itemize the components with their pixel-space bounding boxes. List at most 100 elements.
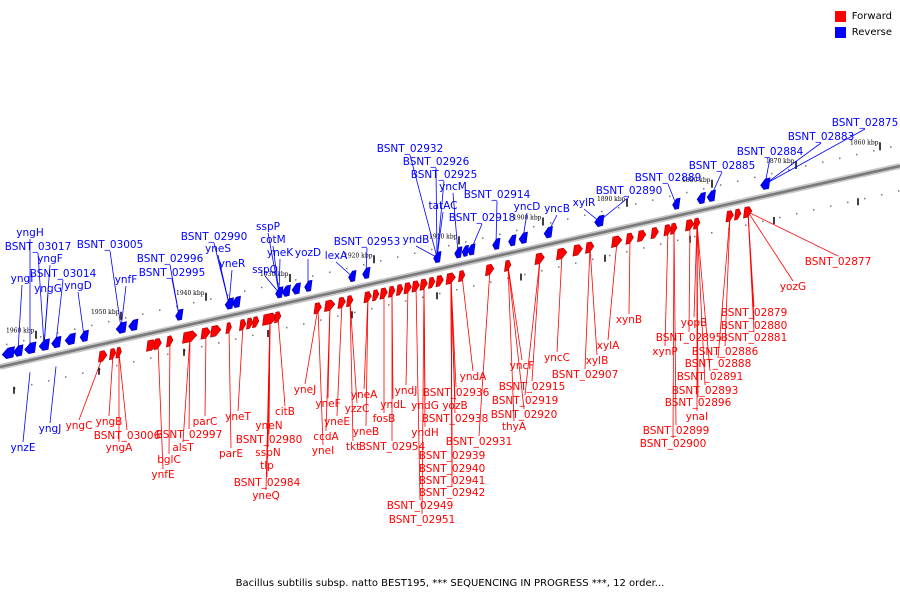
- gene-label[interactable]: yngH: [16, 227, 43, 239]
- reverse-gene[interactable]: [467, 243, 476, 256]
- gene-label[interactable]: yncC: [544, 352, 570, 364]
- gene-label[interactable]: BSNT_03006: [94, 430, 161, 442]
- forward-gene[interactable]: [585, 241, 595, 254]
- gene-label[interactable]: BSNT_02997: [156, 429, 223, 441]
- forward-gene[interactable]: [225, 322, 232, 335]
- legend-reverse[interactable]: Reverse: [834, 24, 892, 40]
- reverse-gene[interactable]: [696, 191, 706, 205]
- gene-label[interactable]: BSNT_02900: [640, 438, 707, 450]
- gene-label[interactable]: BSNT_02918: [449, 212, 516, 224]
- gene-label[interactable]: BSNT_02925: [411, 169, 478, 181]
- gene-label[interactable]: yneT: [225, 411, 251, 423]
- reverse-gene[interactable]: [492, 237, 501, 250]
- reverse-gene[interactable]: [706, 189, 716, 202]
- gene-label[interactable]: bglC: [157, 454, 181, 466]
- forward-gene[interactable]: [556, 247, 568, 261]
- gene-label[interactable]: fosB: [373, 413, 396, 425]
- gene-label[interactable]: yngB: [96, 416, 123, 428]
- forward-gene[interactable]: [611, 235, 623, 248]
- gene-label[interactable]: BSNT_02885: [689, 160, 756, 172]
- gene-label[interactable]: BSNT_02953: [334, 236, 401, 248]
- forward-gene[interactable]: [650, 227, 659, 240]
- reverse-gene[interactable]: [175, 308, 184, 321]
- gene-label[interactable]: yneK: [267, 247, 294, 259]
- gene-label[interactable]: BSNT_02881: [721, 332, 788, 344]
- gene-label[interactable]: sspN: [255, 447, 280, 459]
- gene-label[interactable]: BSNT_02939: [419, 450, 486, 462]
- reverse-gene[interactable]: [231, 295, 241, 309]
- reverse-gene[interactable]: [508, 234, 517, 247]
- gene-label[interactable]: yozD: [295, 247, 321, 259]
- gene-label[interactable]: BSNT_02879: [721, 307, 788, 319]
- forward-gene[interactable]: [379, 287, 388, 300]
- gene-label[interactable]: sspP: [256, 221, 280, 233]
- reverse-gene[interactable]: [13, 344, 24, 358]
- forward-gene[interactable]: [210, 324, 222, 338]
- gene-label[interactable]: BSNT_02936: [423, 387, 490, 399]
- reverse-gene[interactable]: [128, 318, 139, 332]
- gene-label[interactable]: xylR: [573, 197, 596, 209]
- reverse-gene[interactable]: [79, 329, 89, 342]
- forward-gene[interactable]: [534, 252, 545, 266]
- forward-gene[interactable]: [419, 278, 428, 291]
- gene-label[interactable]: BSNT_02995: [139, 267, 206, 279]
- gene-label[interactable]: BSNT_02932: [377, 143, 444, 155]
- gene-label[interactable]: BSNT_02990: [181, 231, 248, 243]
- reverse-gene[interactable]: [51, 335, 62, 349]
- gene-label[interactable]: yndA: [460, 371, 488, 383]
- gene-label[interactable]: yneE: [324, 416, 350, 428]
- gene-label[interactable]: yneI: [312, 445, 334, 457]
- reverse-gene[interactable]: [760, 177, 771, 191]
- forward-gene[interactable]: [743, 206, 753, 219]
- reverse-gene[interactable]: [594, 214, 605, 228]
- forward-gene[interactable]: [663, 224, 672, 237]
- forward-gene[interactable]: [246, 317, 254, 330]
- forward-gene[interactable]: [572, 244, 583, 257]
- gene-label[interactable]: BSNT_02931: [446, 436, 513, 448]
- gene-label[interactable]: yndB: [403, 234, 430, 246]
- gene-label[interactable]: yneA: [351, 389, 378, 401]
- gene-label[interactable]: thyA: [502, 421, 527, 433]
- reverse-gene[interactable]: [291, 282, 301, 295]
- gene-label[interactable]: ynaI: [686, 411, 708, 423]
- gene-label[interactable]: alsT: [172, 442, 194, 454]
- gene-label[interactable]: BSNT_02884: [737, 146, 804, 158]
- gene-label[interactable]: BSNT_02980: [236, 434, 303, 446]
- gene-label[interactable]: BSNT_02893: [672, 385, 739, 397]
- gene-label[interactable]: BSNT_02949: [387, 500, 454, 512]
- reverse-gene[interactable]: [454, 246, 463, 259]
- gene-label[interactable]: BSNT_02890: [596, 185, 663, 197]
- forward-gene[interactable]: [262, 312, 278, 326]
- reverse-gene[interactable]: [275, 286, 284, 299]
- forward-gene[interactable]: [153, 338, 162, 351]
- gene-label[interactable]: yneS: [205, 243, 231, 255]
- gene-label[interactable]: BSNT_02888: [685, 358, 752, 370]
- gene-label[interactable]: BSNT_02896: [665, 397, 732, 409]
- forward-gene[interactable]: [239, 319, 247, 332]
- gene-label[interactable]: BSNT_03005: [77, 239, 144, 251]
- gene-label[interactable]: tlp: [260, 460, 274, 472]
- legend-forward[interactable]: Forward: [834, 8, 892, 24]
- forward-gene[interactable]: [504, 259, 512, 272]
- forward-gene[interactable]: [115, 346, 122, 359]
- gene-label[interactable]: yneF: [315, 398, 340, 410]
- forward-gene[interactable]: [98, 350, 108, 363]
- forward-gene[interactable]: [403, 282, 412, 295]
- gene-label[interactable]: yneR: [219, 258, 246, 270]
- gene-label[interactable]: BSNT_02895: [656, 332, 723, 344]
- forward-gene[interactable]: [346, 295, 354, 308]
- forward-gene[interactable]: [411, 280, 420, 293]
- gene-label[interactable]: yndL: [380, 399, 406, 411]
- reverse-gene[interactable]: [115, 321, 127, 335]
- gene-label[interactable]: yngD: [64, 280, 92, 292]
- forward-gene[interactable]: [458, 270, 466, 283]
- reverse-gene[interactable]: [24, 341, 37, 355]
- reverse-gene[interactable]: [433, 250, 442, 264]
- gene-label[interactable]: BSNT_02942: [419, 487, 486, 499]
- gene-label[interactable]: xynP: [652, 346, 677, 358]
- gene-label[interactable]: xylA: [597, 340, 620, 352]
- gene-label[interactable]: ynzE: [10, 442, 35, 454]
- gene-label[interactable]: yneJ: [294, 384, 316, 396]
- gene-label[interactable]: BSNT_02914: [464, 189, 531, 201]
- gene-label[interactable]: BSNT_02920: [491, 409, 558, 421]
